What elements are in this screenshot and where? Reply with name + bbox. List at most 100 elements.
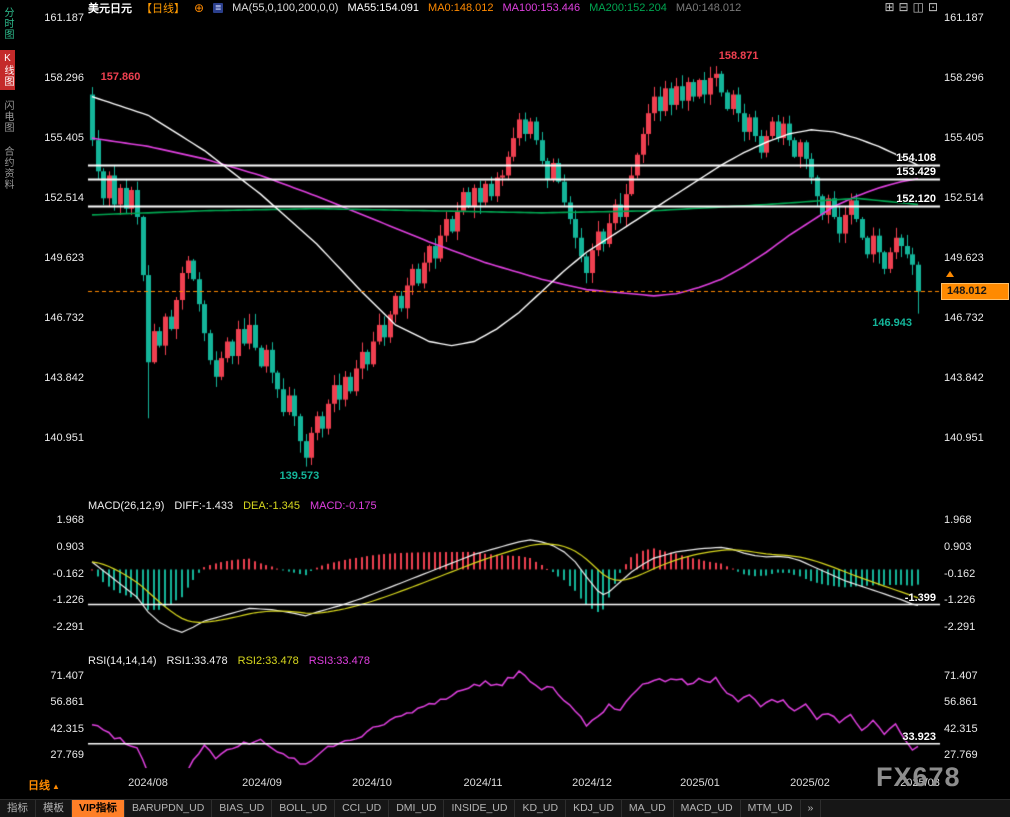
rsi3-value: RSI3:33.478 — [308, 655, 370, 667]
macd-header: MACD(26,12,9) DIFF:-1.433 DEA:-1.345 MAC… — [88, 500, 377, 512]
macd-level-label: -1.399 — [904, 591, 936, 604]
macd-axis-label-right: -1.226 — [944, 594, 976, 607]
period-label: 日线 — [28, 780, 50, 792]
tab-MTM_UD[interactable]: MTM_UD — [741, 800, 801, 817]
macd-axis-label-left: -0.162 — [52, 567, 84, 580]
period-arrow-icon: ▲ — [52, 782, 60, 791]
ma-value-label: MA0:148.012 — [675, 2, 742, 14]
layout-columns-icon[interactable]: ◫ — [912, 0, 924, 14]
tab-INSIDE_UD[interactable]: INSIDE_UD — [444, 800, 516, 817]
rsi-axis-label-right: 42.315 — [944, 722, 978, 735]
rsi-axis-label-left: 56.861 — [50, 696, 84, 709]
tab-»[interactable]: » — [801, 800, 822, 817]
date-axis-label: 2025/01 — [680, 777, 720, 789]
price-axis-label-right: 152.514 — [944, 192, 984, 204]
price-up-arrow-icon — [946, 271, 954, 278]
price-axis-label-right: 143.842 — [944, 371, 984, 384]
rsi1-value: RSI1:33.478 — [166, 655, 228, 667]
layout-grid-icon[interactable]: ⊞ — [884, 0, 895, 14]
rsi-level-label: 33.923 — [902, 730, 936, 743]
ma-values: MA55:154.091 MA0:148.012 MA100:153.446 MA20… — [347, 2, 741, 14]
price-axis-label-right: 158.296 — [944, 72, 984, 84]
layout-rows-icon[interactable]: ⊟ — [898, 0, 909, 14]
symbol-name: 美元日元 — [88, 3, 132, 15]
tab-模板[interactable]: 模板 — [36, 800, 72, 817]
chart-header: 美元日元 【日线】 ⊕ ≣ MA(55,0,100,200,0,0) MA55:… — [88, 1, 741, 15]
tab-BOLL_UD[interactable]: BOLL_UD — [272, 800, 336, 817]
price-annotation: 146.943 — [872, 316, 912, 329]
ma-value-label: MA200:152.204 — [589, 2, 667, 14]
price-axis-label-right: 140.951 — [944, 432, 984, 444]
rsi2-value: RSI2:33.478 — [237, 655, 299, 667]
date-axis-label: 2025/02 — [790, 777, 830, 789]
tab-VIP指标[interactable]: VIP指标 — [72, 800, 125, 817]
layout-single-icon[interactable]: ⊡ — [927, 0, 938, 14]
indicator-tabbar: 指标 模板 VIP指标 BARUPDN_UD BIAS_UD BOLL_UD CCI_UD D… — [0, 799, 1010, 817]
tab-指标[interactable]: 指标 — [0, 800, 36, 817]
sidebar-item-4[interactable]: 合约资料 — [2, 146, 13, 190]
macd-axis-label-right: -2.291 — [944, 621, 976, 633]
indicator-menu-icon[interactable]: ≣ — [213, 3, 224, 13]
price-axis-label-left: 155.405 — [44, 132, 84, 144]
tab-KD_UD[interactable]: KD_UD — [515, 800, 567, 817]
tab-BIAS_UD[interactable]: BIAS_UD — [212, 800, 273, 817]
layout-icons: ⊞ ⊟ ◫ ⊡ — [884, 1, 938, 14]
macd-title: MACD(26,12,9) — [88, 500, 165, 512]
add-indicator-icon[interactable]: ⊕ — [194, 1, 205, 15]
rsi-axis-label-right: 56.861 — [944, 696, 978, 709]
ma-value-label: MA100:153.446 — [502, 2, 581, 14]
price-axis-label-left: 149.623 — [44, 252, 84, 264]
period-label-bottom[interactable]: 日线 ▲ — [28, 777, 60, 793]
price-axis-label-left: 140.951 — [44, 432, 84, 444]
rsi-axis-label-right: 27.769 — [944, 749, 978, 761]
ma-settings-label: MA(55,0,100,200,0,0) — [232, 2, 339, 14]
price-axis-label-left: 158.296 — [44, 72, 84, 84]
price-annotation: 157.860 — [100, 71, 141, 84]
macd-axis-label-left: -1.226 — [52, 594, 84, 607]
tab-KDJ_UD[interactable]: KDJ_UD — [566, 800, 622, 817]
macd-axis-label-left: 1.968 — [56, 514, 84, 526]
period-selector[interactable]: 【日线】 — [141, 3, 185, 15]
tab-CCI_UD[interactable]: CCI_UD — [335, 800, 390, 817]
sidebar-item-2[interactable]: K线图 — [0, 50, 15, 90]
price-annotation: 139.573 — [279, 469, 320, 482]
macd-axis-label-right: 0.903 — [944, 540, 972, 553]
price-axis-label-right: 146.732 — [944, 312, 984, 324]
watermark: FX678 — [876, 762, 961, 792]
rsi-axis-label-left: 71.407 — [50, 670, 84, 682]
tab-BARUPDN_UD[interactable]: BARUPDN_UD — [125, 800, 213, 817]
price-level-label: 153.429 — [896, 166, 936, 179]
date-axis-label: 2025/03 — [900, 777, 940, 789]
macd-macd-value: MACD:-0.175 — [309, 500, 377, 512]
ma-value-label: MA55:154.091 — [347, 2, 420, 14]
price-axis-label-left: 152.514 — [44, 192, 84, 204]
chart-mode-sidebar: 分时图 K线图闪电图合约资料 — [0, 4, 15, 193]
sidebar-item-1[interactable]: 分时图 — [2, 7, 13, 40]
price-axis-label-right: 149.623 — [944, 252, 984, 264]
price-level-label: 154.108 — [896, 151, 936, 164]
sidebar-item-3[interactable]: 闪电图 — [2, 100, 13, 133]
rsi-axis-label-left: 42.315 — [50, 722, 84, 735]
macd-axis-label-left: 0.903 — [56, 540, 84, 553]
date-axis-label: 2024/11 — [463, 777, 503, 789]
macd-axis-label-left: -2.291 — [52, 621, 84, 633]
price-axis-label-left: 143.842 — [44, 371, 84, 384]
price-axis-label-right: 155.405 — [944, 132, 984, 144]
date-axis-label: 2024/12 — [572, 777, 612, 789]
tab-MACD_UD[interactable]: MACD_UD — [674, 800, 741, 817]
tab-MA_UD[interactable]: MA_UD — [622, 800, 674, 817]
current-price-tag: 148.012 — [941, 283, 1009, 301]
date-axis-label: 2024/10 — [352, 777, 392, 789]
price-level-label: 152.120 — [896, 193, 936, 206]
ma-value-label: MA0:148.012 — [428, 2, 494, 14]
rsi-title: RSI(14,14,14) — [88, 655, 157, 667]
tab-DMI_UD[interactable]: DMI_UD — [389, 800, 445, 817]
price-axis-label-left: 161.187 — [44, 12, 84, 24]
macd-dea-value: DEA:-1.345 — [243, 500, 300, 512]
rsi-axis-label-left: 27.769 — [50, 749, 84, 761]
price-axis-label-left: 146.732 — [44, 312, 84, 324]
macd-diff-value: DIFF:-1.433 — [174, 500, 234, 512]
price-axis-label-right: 161.187 — [944, 12, 984, 24]
